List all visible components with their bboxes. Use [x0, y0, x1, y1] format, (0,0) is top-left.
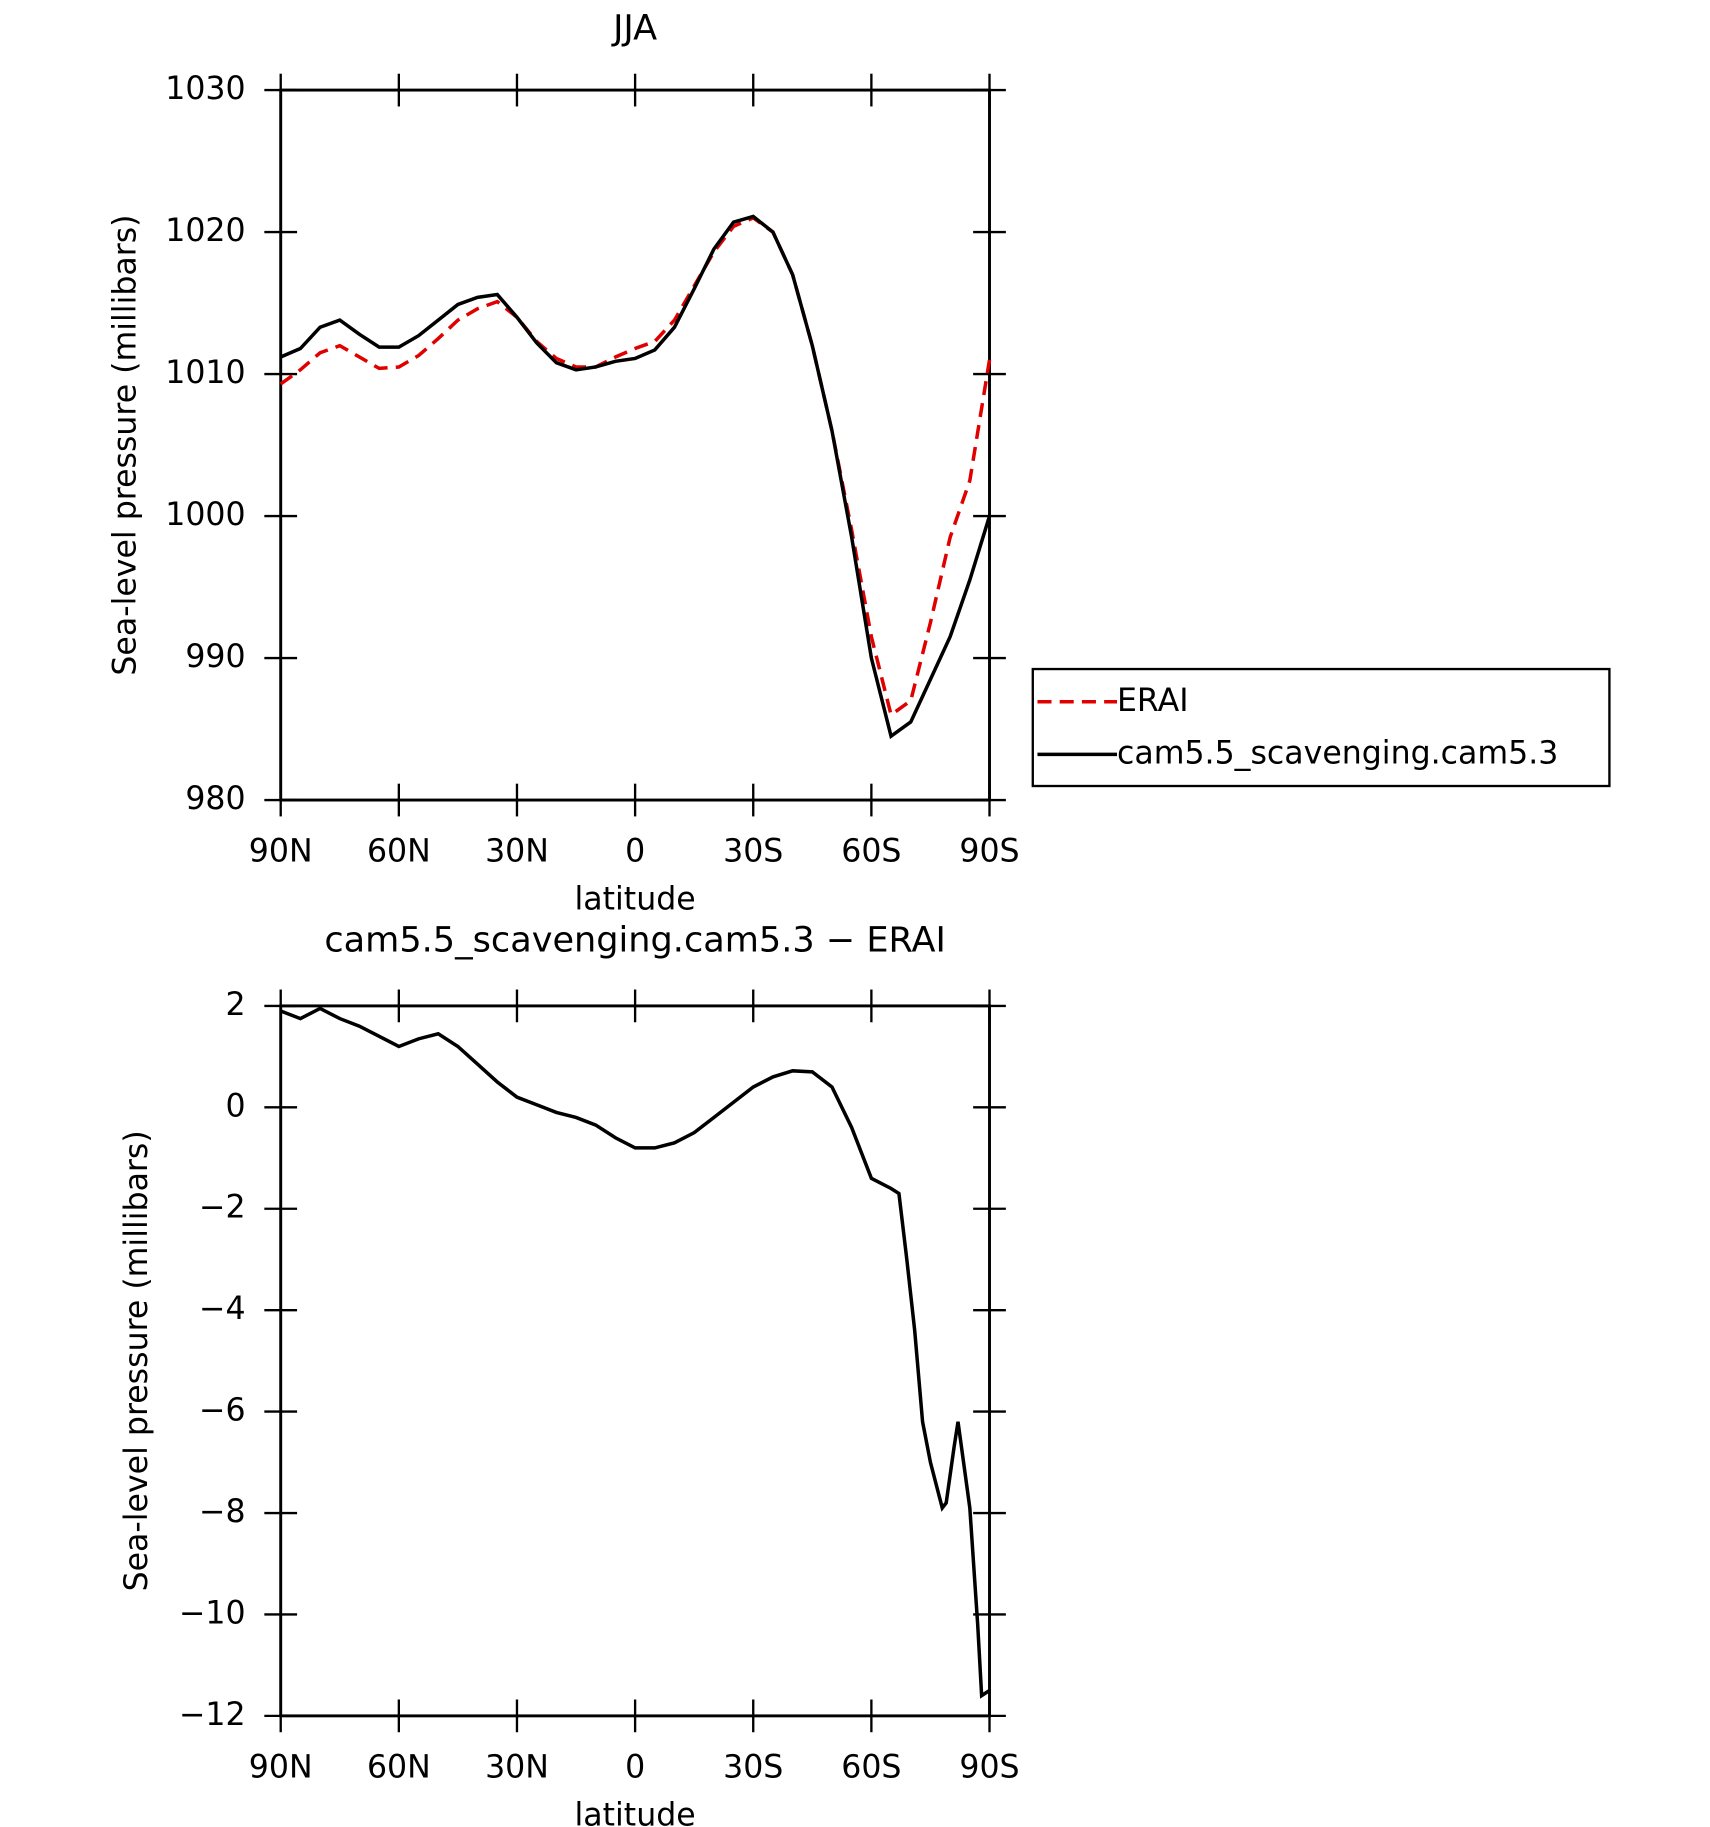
- x-tick-label: 90N: [249, 834, 313, 870]
- x-tick-label: 30S: [723, 1750, 783, 1786]
- y-tick-label: 1030: [165, 71, 245, 107]
- y-tick-label: 1020: [165, 213, 245, 249]
- plot-frame: [279, 88, 991, 802]
- y-axis-label: Sea-level pressure (millibars): [119, 1130, 155, 1591]
- x-tick-label: 90S: [959, 1750, 1019, 1786]
- legend-label: cam5.5_scavenging.cam5.3: [1117, 735, 1558, 771]
- y-tick-label: 0: [226, 1088, 246, 1124]
- x-tick-label: 0: [625, 834, 645, 870]
- x-axis-label: latitude: [575, 1797, 696, 1827]
- y-tick-label: −4: [199, 1291, 246, 1327]
- legend-box: [1031, 667, 1611, 788]
- x-axis-label: latitude: [575, 882, 696, 918]
- y-tick-label: −12: [179, 1697, 246, 1733]
- chart-title: cam5.5_scavenging.cam5.3 − ERAI: [324, 920, 945, 961]
- x-tick-label: 60S: [841, 1750, 901, 1786]
- x-tick-label: 60N: [367, 1750, 431, 1786]
- x-tick-label: 90S: [959, 834, 1019, 870]
- x-tick-label: 30N: [485, 834, 549, 870]
- x-tick-label: 0: [625, 1750, 645, 1786]
- y-tick-label: −2: [199, 1190, 246, 1226]
- y-axis-label: Sea-level pressure (millibars): [107, 215, 143, 676]
- data-line: [279, 215, 992, 718]
- y-tick-label: −6: [199, 1393, 246, 1429]
- y-tick-label: 980: [185, 781, 245, 817]
- x-tick-label: 90N: [249, 1750, 313, 1786]
- data-line: [280, 214, 992, 740]
- y-tick-label: 2: [226, 987, 246, 1023]
- chart-title: JJA: [611, 7, 657, 48]
- y-tick-label: 1010: [165, 355, 245, 391]
- x-tick-label: 60N: [367, 834, 431, 870]
- x-tick-label: 60S: [841, 834, 901, 870]
- y-tick-label: −10: [179, 1595, 246, 1631]
- plot-frame: [279, 1004, 991, 1718]
- data-line: [280, 1006, 991, 1699]
- y-tick-label: 1000: [165, 497, 245, 533]
- y-tick-label: −8: [199, 1494, 246, 1530]
- x-tick-label: 30N: [485, 1750, 549, 1786]
- x-tick-label: 30S: [723, 834, 783, 870]
- y-tick-label: 990: [185, 639, 245, 675]
- legend-label: ERAI: [1117, 683, 1189, 719]
